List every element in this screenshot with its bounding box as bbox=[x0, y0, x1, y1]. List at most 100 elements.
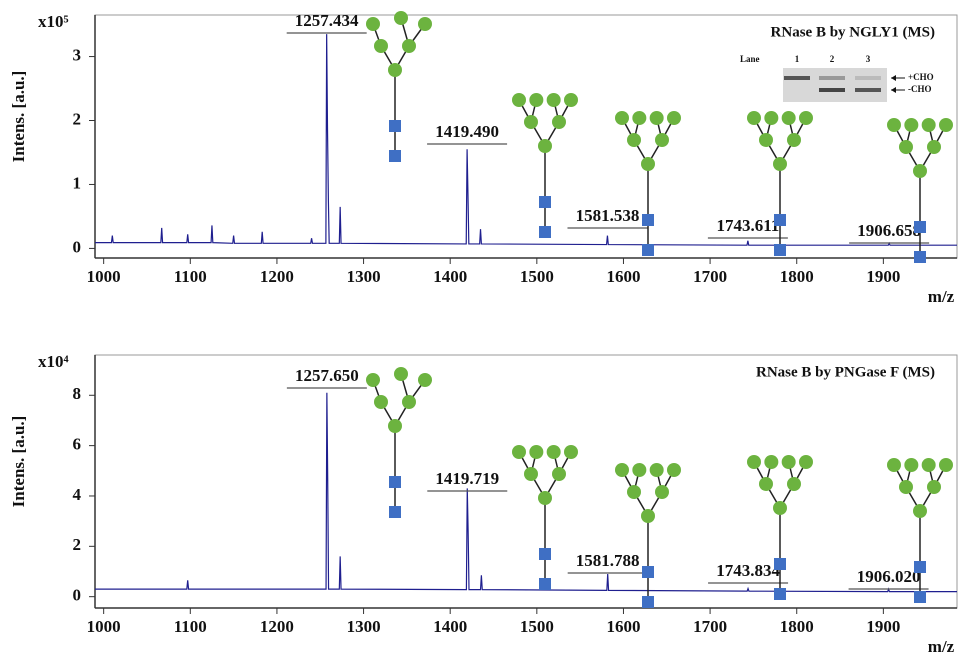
x-axis-label: m/z bbox=[928, 637, 955, 656]
mannose bbox=[374, 39, 388, 53]
x-tick-label: 1200 bbox=[260, 267, 294, 286]
mannose bbox=[887, 118, 901, 132]
mannose bbox=[913, 164, 927, 178]
glcnac bbox=[914, 221, 926, 233]
peak-label: 1906.020 bbox=[857, 567, 921, 586]
mannose bbox=[799, 111, 813, 125]
mannose bbox=[394, 367, 408, 381]
y-tick-label: 3 bbox=[73, 45, 82, 64]
glcnac bbox=[914, 561, 926, 573]
x-tick-label: 1600 bbox=[606, 267, 640, 286]
x-tick-label: 1100 bbox=[174, 617, 207, 636]
gel-band bbox=[819, 88, 845, 92]
x-tick-label: 1300 bbox=[347, 267, 381, 286]
mannose bbox=[667, 111, 681, 125]
mannose bbox=[615, 111, 629, 125]
x-tick-label: 1000 bbox=[87, 267, 121, 286]
mannose bbox=[655, 133, 669, 147]
mannose bbox=[552, 467, 566, 481]
peak-label: 1581.788 bbox=[576, 551, 640, 570]
glycan-icon bbox=[615, 111, 681, 256]
mannose bbox=[649, 463, 664, 477]
gel-band bbox=[855, 88, 881, 92]
gel-lane-number: 1 bbox=[795, 54, 800, 64]
x-tick-label: 1500 bbox=[520, 617, 554, 636]
plot-frame bbox=[94, 354, 958, 609]
y-tick-label: 8 bbox=[73, 384, 82, 403]
mannose bbox=[939, 458, 953, 472]
y-axis-label: Intens. [a.u.] bbox=[9, 71, 28, 163]
x-tick-label: 1800 bbox=[780, 267, 814, 286]
mannose bbox=[913, 504, 927, 518]
mannose bbox=[764, 455, 779, 469]
peak-label: 1257.434 bbox=[295, 11, 359, 30]
glycan-icon bbox=[366, 11, 432, 162]
mannose bbox=[366, 373, 380, 387]
glcnac bbox=[539, 226, 551, 238]
glcnac bbox=[539, 578, 551, 590]
glycan-icon bbox=[887, 118, 953, 263]
glcnac bbox=[774, 244, 786, 256]
glcnac bbox=[642, 214, 654, 226]
x-tick-label: 1500 bbox=[520, 267, 554, 286]
mannose bbox=[388, 419, 402, 433]
x-tick-label: 1400 bbox=[433, 267, 467, 286]
mannose bbox=[781, 455, 796, 469]
mannose bbox=[538, 139, 552, 153]
mannose bbox=[899, 140, 913, 154]
mannose bbox=[759, 477, 773, 491]
peak-label: 1419.719 bbox=[435, 469, 499, 488]
mannose bbox=[904, 118, 919, 132]
glcnac bbox=[642, 566, 654, 578]
mannose bbox=[388, 63, 402, 77]
y-tick-label: 0 bbox=[73, 586, 82, 605]
mannose bbox=[921, 458, 936, 472]
mannose bbox=[759, 133, 773, 147]
mannose bbox=[524, 115, 538, 129]
glcnac bbox=[914, 591, 926, 603]
y-tick-label: 0 bbox=[73, 237, 82, 256]
y-tick-label: 2 bbox=[73, 535, 82, 554]
x-tick-label: 1700 bbox=[693, 267, 727, 286]
peak-label: 1743.834 bbox=[716, 561, 780, 580]
x-tick-label: 1700 bbox=[693, 617, 727, 636]
x-tick-label: 1900 bbox=[866, 617, 900, 636]
mannose bbox=[904, 458, 919, 472]
glycan-icon bbox=[747, 455, 813, 600]
spectrum-line bbox=[95, 34, 957, 246]
x-tick-label: 1200 bbox=[260, 617, 294, 636]
y-tick-label: 4 bbox=[73, 485, 82, 504]
mannose bbox=[418, 17, 432, 31]
mannose bbox=[773, 501, 787, 515]
x-tick-label: 1600 bbox=[606, 617, 640, 636]
glycan-icon bbox=[887, 458, 953, 603]
mannose bbox=[641, 157, 655, 171]
gel-lane-number: 2 bbox=[830, 54, 835, 64]
glcnac bbox=[389, 506, 401, 518]
gel-arrow-head bbox=[891, 87, 896, 93]
mannose bbox=[921, 118, 936, 132]
y-tick-label: 1 bbox=[73, 173, 82, 192]
mannose bbox=[402, 395, 416, 409]
mannose bbox=[512, 93, 526, 107]
peak-label: 1419.490 bbox=[435, 122, 499, 141]
x-tick-label: 1900 bbox=[866, 267, 900, 286]
glcnac bbox=[539, 548, 551, 560]
mannose bbox=[546, 445, 561, 459]
mannose bbox=[374, 395, 388, 409]
mannose bbox=[927, 140, 941, 154]
mannose bbox=[773, 157, 787, 171]
glycan-icon bbox=[512, 445, 578, 590]
x-tick-label: 1000 bbox=[87, 617, 121, 636]
mannose bbox=[641, 509, 655, 523]
glcnac bbox=[389, 120, 401, 132]
x-axis-label: m/z bbox=[928, 287, 955, 306]
mannose bbox=[632, 111, 647, 125]
mannose bbox=[655, 485, 669, 499]
y-axis-label: Intens. [a.u.] bbox=[9, 416, 28, 508]
gel-image bbox=[783, 68, 887, 102]
x-tick-label: 1100 bbox=[174, 267, 207, 286]
y-tick-label: 6 bbox=[73, 435, 82, 454]
mannose bbox=[615, 463, 629, 477]
